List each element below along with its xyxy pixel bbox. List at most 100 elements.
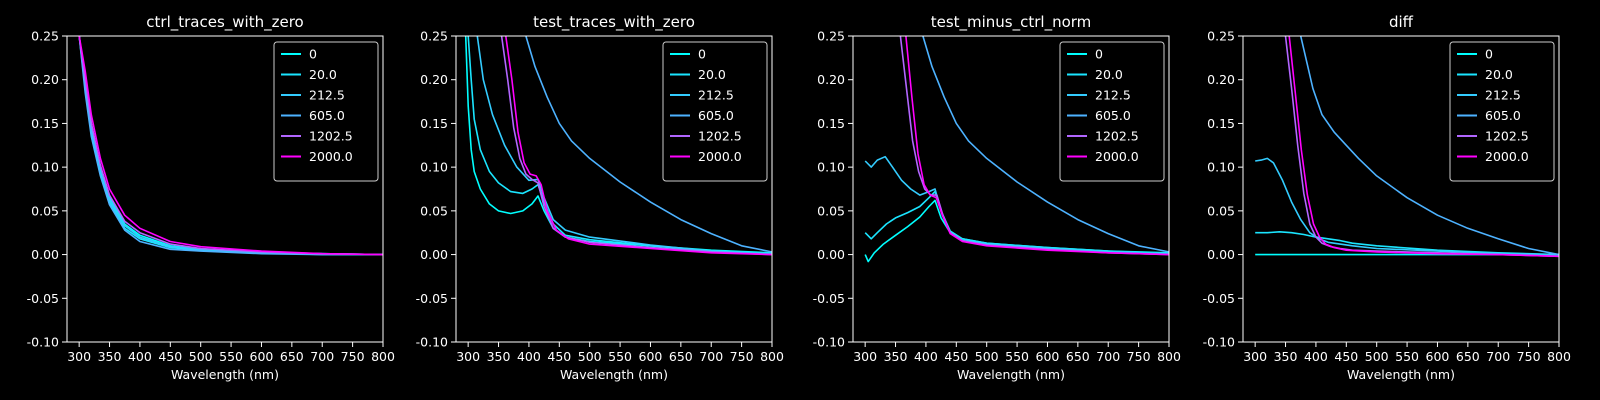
x-tick-label: 550	[219, 349, 243, 364]
x-axis-label: Wavelength (nm)	[957, 367, 1065, 382]
series-line-2000-0	[905, 36, 1169, 256]
chart-panel-1: ctrl_traces_with_zero 300 350 400 450 500 550 6…	[27, 13, 395, 382]
x-tick-label: 650	[1456, 349, 1480, 364]
legend-label: 0	[1095, 47, 1103, 62]
y-tick-label: 0.05	[31, 203, 59, 218]
x-tick-label: 600	[1036, 349, 1060, 364]
legend-label: 0	[1485, 47, 1493, 62]
y-tick-label: 0.05	[817, 203, 845, 218]
legend-label: 605.0	[1095, 108, 1131, 123]
legend-label: 20.0	[309, 67, 337, 82]
x-tick-label: 800	[371, 349, 395, 364]
x-tick-label: 450	[944, 349, 968, 364]
series-line-605-0	[78, 36, 383, 256]
series-group	[864, 36, 1169, 263]
series-group	[464, 36, 772, 256]
legend-label: 212.5	[1485, 88, 1521, 103]
legend-label: 212.5	[1095, 88, 1131, 103]
legend-label: 2000.0	[698, 149, 742, 164]
x-tick-label: 450	[547, 349, 571, 364]
series-line-1202-5	[899, 36, 1169, 256]
x-tick-label: 400	[914, 349, 938, 364]
legend-label: 1202.5	[1485, 129, 1529, 144]
series-line-20-0	[467, 36, 772, 255]
x-tick-label: 750	[341, 349, 365, 364]
legend-label: 605.0	[1485, 108, 1521, 123]
y-tick-label: -0.05	[416, 291, 448, 306]
x-tick-label: 600	[639, 349, 663, 364]
legend-label: 212.5	[698, 88, 734, 103]
legend: 0 20.0 212.5 605.0 1202.5 2000.0	[273, 41, 379, 182]
x-tick-label: 300	[67, 349, 91, 364]
series-line-0	[464, 36, 772, 254]
legend-box	[273, 41, 379, 182]
y-tick-label: 0.00	[31, 247, 59, 262]
y-tick-label: 0.00	[420, 247, 448, 262]
y-tick-label: 0.20	[31, 72, 59, 87]
series-line-605-0	[922, 36, 1169, 253]
y-tick-label: -0.10	[813, 335, 845, 350]
x-axis-label: Wavelength (nm)	[171, 367, 279, 382]
x-tick-label: 500	[189, 349, 213, 364]
y-tick-label: -0.05	[1203, 291, 1235, 306]
legend-label: 0	[309, 47, 317, 62]
x-tick-label: 700	[1096, 349, 1120, 364]
x-tick-label: 400	[517, 349, 541, 364]
y-tick-label: 0.15	[1207, 116, 1235, 131]
legend-label: 1202.5	[1095, 129, 1139, 144]
x-tick-label: 700	[1486, 349, 1510, 364]
x-tick-label: 600	[250, 349, 274, 364]
legend-box	[1059, 41, 1165, 182]
y-tick-label: 0.05	[420, 203, 448, 218]
series-line-605-0	[1299, 36, 1559, 256]
y-tick-label: -0.10	[416, 335, 448, 350]
series-group	[78, 36, 383, 256]
x-tick-label: 650	[280, 349, 304, 364]
legend-label: 2000.0	[309, 149, 353, 164]
chart-panel-3: test_minus_ctrl_norm 300 350 400 450 500 550 60…	[813, 13, 1181, 382]
x-tick-label: 550	[1005, 349, 1029, 364]
y-tick-label: 0.20	[817, 72, 845, 87]
y-tick-label: 0.20	[420, 72, 448, 87]
x-tick-label: 300	[1243, 349, 1267, 364]
legend-label: 20.0	[698, 67, 726, 82]
x-tick-label: 400	[128, 349, 152, 364]
series-line-2000-0	[78, 36, 383, 256]
y-tick-label: 0.15	[420, 116, 448, 131]
x-tick-label: 800	[1157, 349, 1181, 364]
chart-title: test_traces_with_zero	[533, 13, 695, 32]
legend-label: 212.5	[309, 88, 345, 103]
x-tick-label: 350	[1274, 349, 1298, 364]
y-tick-label: 0.00	[1207, 247, 1235, 262]
plot-frame	[455, 35, 773, 343]
legend-label: 0	[698, 47, 706, 62]
x-axis-label: Wavelength (nm)	[1347, 367, 1455, 382]
legend: 0 20.0 212.5 605.0 1202.5 2000.0	[662, 41, 768, 182]
x-tick-label: 600	[1426, 349, 1450, 364]
legend-label: 2000.0	[1485, 149, 1529, 164]
legend-label: 20.0	[1485, 67, 1513, 82]
x-tick-label: 300	[456, 349, 480, 364]
legend-label: 1202.5	[698, 129, 742, 144]
x-tick-label: 500	[1365, 349, 1389, 364]
x-tick-label: 700	[699, 349, 723, 364]
x-tick-label: 500	[975, 349, 999, 364]
x-tick-label: 550	[1395, 349, 1419, 364]
x-tick-label: 750	[1127, 349, 1151, 364]
series-line-2000-0	[505, 36, 772, 256]
x-tick-label: 700	[310, 349, 334, 364]
y-tick-label: 0.00	[817, 247, 845, 262]
series-line-20-0	[1255, 231, 1559, 256]
series-group	[1255, 36, 1559, 258]
plot-frame	[66, 35, 384, 343]
x-tick-label: 300	[853, 349, 877, 364]
x-tick-label: 650	[669, 349, 693, 364]
legend-box	[662, 41, 768, 182]
y-tick-label: -0.10	[1203, 335, 1235, 350]
legend: 0 20.0 212.5 605.0 1202.5 2000.0	[1059, 41, 1165, 182]
y-tick-label: 0.15	[817, 116, 845, 131]
legend-label: 605.0	[698, 108, 734, 123]
y-tick-label: 0.10	[31, 160, 59, 175]
x-tick-label: 400	[1304, 349, 1328, 364]
